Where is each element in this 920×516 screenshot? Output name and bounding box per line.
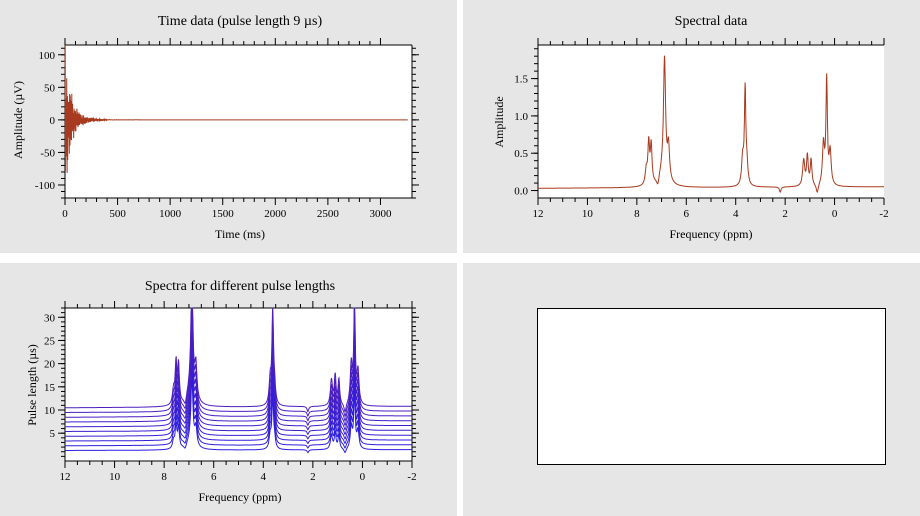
x-tick-label: 6 [684, 208, 690, 220]
y-axis-label: Amplitude (µV) [11, 81, 25, 159]
time-data-chart: Time data (pulse length 9 µs) Time (ms) … [11, 14, 419, 241]
axes-frame: 12 10 8 6 4 2 0 -2 0.0 0.5 1.0 1.5 [514, 45, 889, 220]
y-tick-label: 50 [44, 82, 56, 94]
x-tick-label: 6 [211, 471, 217, 483]
y-tick-label: 1.5 [514, 74, 528, 86]
axes-frame: 0 500 1000 1500 2000 2500 3000 -100 -50 0 50 100 [35, 38, 419, 220]
y-tick-label: 1.0 [514, 111, 528, 123]
y-tick-label: 20 [44, 359, 56, 371]
spectral-data-chart: Spectral data Frequency (ppm) Amplitude … [492, 14, 889, 241]
x-tick-label: 2 [782, 208, 788, 220]
x-tick-label: 10 [582, 208, 594, 220]
spectrum-line [538, 55, 884, 194]
y-axis-label: Amplitude [492, 96, 506, 147]
x-tick-label: -2 [879, 208, 888, 220]
x-tick-label: 0 [360, 471, 366, 483]
x-tick-label: 8 [161, 471, 167, 483]
x-tick-label: 2 [310, 471, 316, 483]
x-tick-label: 12 [533, 208, 544, 220]
x-tick-label: 2500 [317, 208, 340, 220]
x-tick-label: 8 [634, 208, 640, 220]
x-tick-label: 3000 [369, 208, 392, 220]
y-tick-label: 5 [50, 428, 56, 440]
x-tick-label: 4 [261, 471, 267, 483]
y-tick-label: 0.0 [514, 186, 528, 198]
empty-panel [463, 263, 920, 516]
plot-area [65, 45, 412, 198]
chart-title: Spectral data [675, 14, 748, 29]
top-ruler [537, 38, 885, 46]
y-tick-label: -50 [40, 147, 55, 159]
y-tick-label: -100 [35, 180, 56, 192]
x-tick-label: 1000 [159, 208, 182, 220]
plot-area [538, 45, 884, 198]
pulse-lengths-chart: Spectra for different pulse lengths Freq… [25, 279, 419, 504]
y-tick-label: 25 [44, 335, 56, 347]
x-tick-label: 0 [832, 208, 838, 220]
chart-title: Time data (pulse length 9 µs) [158, 14, 323, 29]
empty-plot-area [537, 308, 886, 465]
x-tick-label: -2 [407, 471, 416, 483]
x-tick-label: 2000 [264, 208, 287, 220]
x-tick-label: 1500 [212, 208, 235, 220]
pulse-lengths-panel: Spectra for different pulse lengths Freq… [0, 263, 457, 516]
y-axis-label: Pulse length (µs) [25, 344, 39, 426]
pulse-series-line [65, 307, 412, 413]
chart-title: Spectra for different pulse lengths [145, 279, 335, 294]
fid-signal-line [64, 44, 408, 174]
x-axis-label: Frequency (ppm) [670, 227, 753, 241]
x-tick-label: 500 [109, 208, 126, 220]
x-tick-label: 0 [62, 208, 68, 220]
spectral-data-panel: Spectral data Frequency (ppm) Amplitude … [463, 0, 920, 253]
y-tick-label: 30 [44, 312, 56, 324]
time-data-panel: Time data (pulse length 9 µs) Time (ms) … [0, 0, 457, 253]
y-tick-label: 100 [39, 50, 56, 62]
y-tick-label: 10 [44, 405, 56, 417]
x-tick-label: 10 [109, 471, 121, 483]
y-tick-label: 0.5 [514, 148, 528, 160]
x-tick-label: 12 [60, 471, 71, 483]
y-tick-label: 0 [50, 115, 56, 127]
x-tick-label: 4 [733, 208, 739, 220]
x-axis-label: Frequency (ppm) [199, 490, 282, 504]
y-tick-label: 15 [44, 382, 56, 394]
x-axis-label: Time (ms) [215, 227, 265, 241]
